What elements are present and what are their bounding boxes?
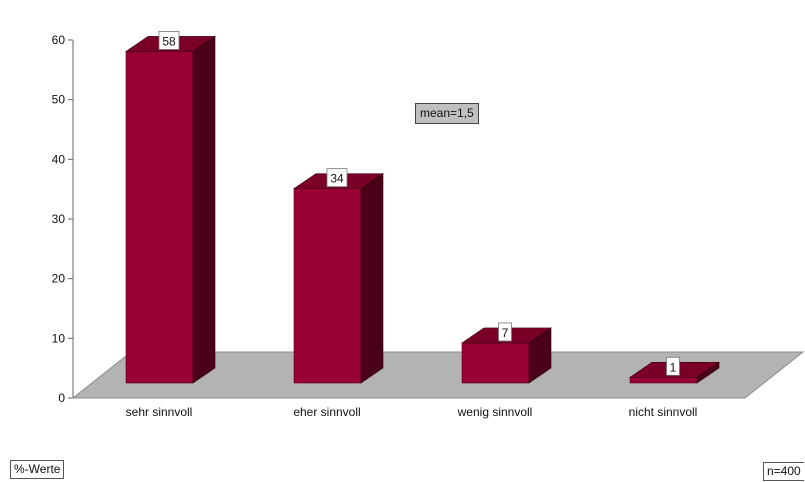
value-label: 7 xyxy=(498,322,512,342)
unit-label: %-Werte xyxy=(10,460,65,479)
value-label-text: 58 xyxy=(162,34,176,48)
y-tick-label: 60 xyxy=(52,33,66,47)
bar-front xyxy=(461,342,530,384)
bar xyxy=(293,173,384,384)
value-label-text: 1 xyxy=(670,360,677,374)
value-labels: 58 34 7 1 xyxy=(158,31,680,376)
value-label: 58 xyxy=(158,31,180,50)
value-label: 34 xyxy=(326,168,348,188)
bar-side xyxy=(696,361,720,384)
chart-floor xyxy=(71,351,805,399)
x-category-label: sehr sinnvoll xyxy=(126,405,193,419)
bar-front xyxy=(293,188,362,384)
x-category-label: eher sinnvoll xyxy=(293,405,360,419)
bar-front xyxy=(629,376,698,384)
y-tick-label: 40 xyxy=(52,152,66,166)
bars xyxy=(125,35,720,384)
value-label-box xyxy=(498,322,512,342)
axes: 0 10 20 30 40 50 60 sehr sinnvoll eher sinnvoll w… xyxy=(52,33,698,419)
y-tick-label: 50 xyxy=(52,93,66,107)
x-category-label: nicht sinnvoll xyxy=(629,405,698,419)
value-label: 1 xyxy=(666,356,680,376)
bar xyxy=(125,35,216,384)
value-label-box xyxy=(326,168,348,188)
bar-side xyxy=(360,173,384,384)
bar-front xyxy=(125,51,194,384)
y-tick-label: 30 xyxy=(52,212,66,226)
y-tick-label: 0 xyxy=(58,391,65,405)
x-category-label: wenig sinnvoll xyxy=(457,405,533,419)
floor-plane xyxy=(71,351,805,399)
mean-annotation: mean=1,5 xyxy=(415,103,479,124)
sample-size-label: n=400 xyxy=(763,462,804,481)
value-label-text: 34 xyxy=(330,172,344,186)
value-label-text: 7 xyxy=(502,326,509,340)
bar-side xyxy=(528,327,552,384)
y-tick-label: 10 xyxy=(52,331,66,345)
value-label-box xyxy=(158,31,180,50)
bar-side xyxy=(192,35,216,384)
y-tick-label: 20 xyxy=(52,272,66,286)
value-label-box xyxy=(666,356,680,376)
